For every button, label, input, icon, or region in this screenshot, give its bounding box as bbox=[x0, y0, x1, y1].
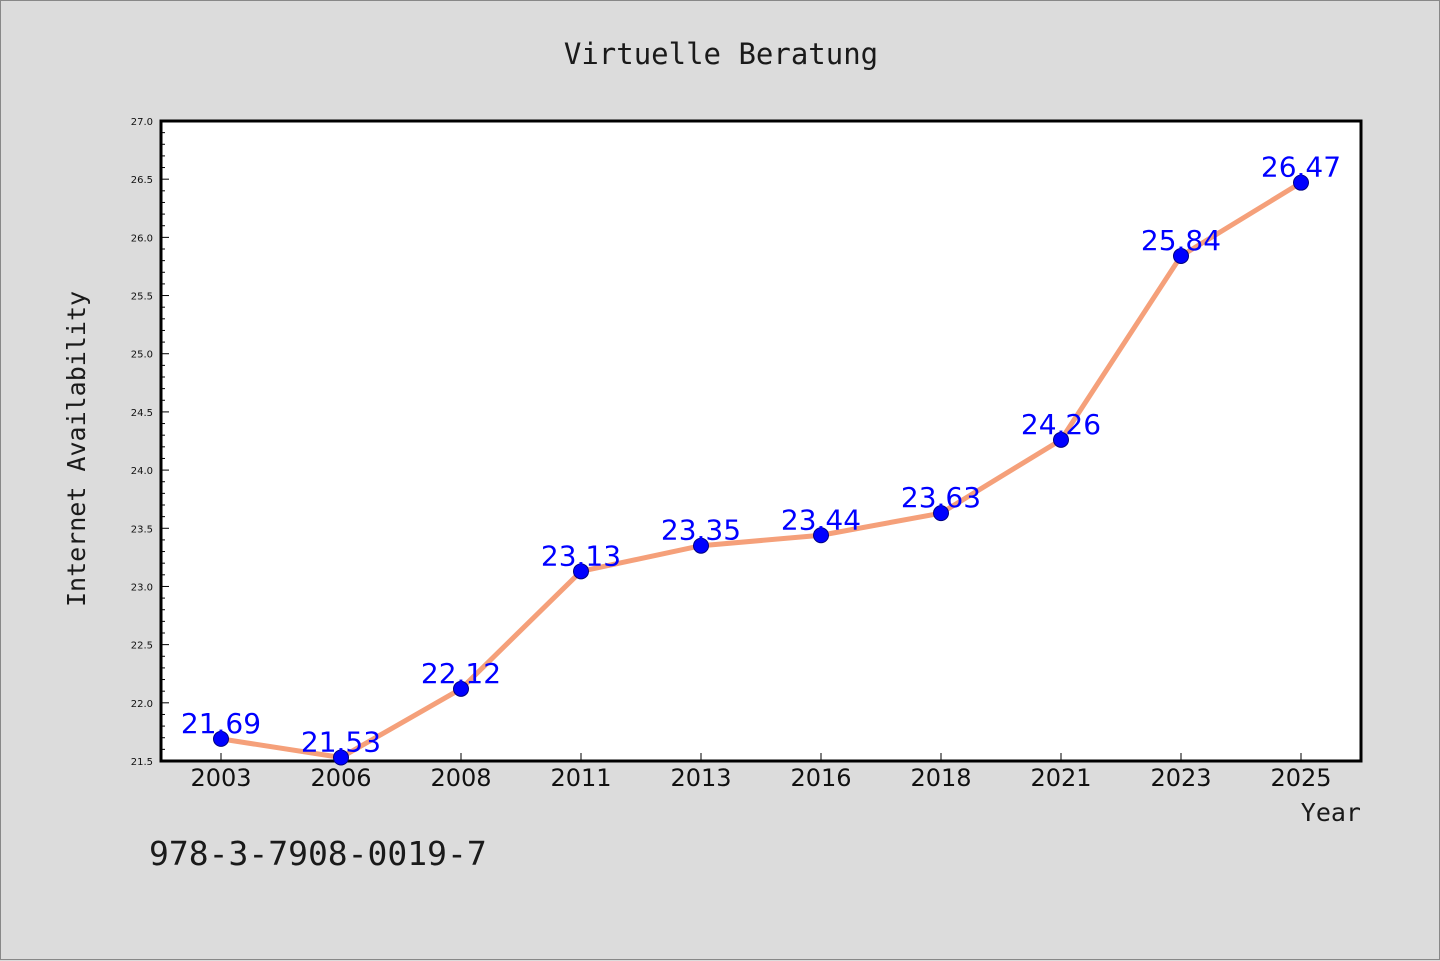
data-label: 22.12 bbox=[421, 657, 501, 690]
y-tick-label: 23.0 bbox=[131, 582, 153, 593]
data-label: 21.53 bbox=[301, 726, 381, 759]
data-label: 23.63 bbox=[901, 481, 981, 514]
x-tick-label: 2016 bbox=[790, 764, 851, 792]
series-line bbox=[218, 180, 1304, 761]
y-axis-label: Internet Availability bbox=[62, 291, 91, 607]
data-point bbox=[333, 749, 349, 766]
y-tick-label: 24.0 bbox=[131, 466, 153, 477]
x-tick-label: 2003 bbox=[190, 764, 251, 792]
x-tick-label: 2008 bbox=[430, 764, 491, 792]
y-tick-label: 26.0 bbox=[131, 233, 153, 244]
x-tick-label: 2006 bbox=[310, 764, 371, 792]
data-point bbox=[213, 730, 229, 747]
y-tick-label: 27.0 bbox=[131, 117, 153, 128]
isbn-note: 978-3-7908-0019-7 bbox=[149, 834, 487, 873]
x-axis: 2003 2006 2008 2011 2013 2016 2018 2021 2023 2025 bbox=[190, 753, 1332, 792]
x-tick-label: 2021 bbox=[1030, 764, 1091, 792]
data-label: 23.35 bbox=[661, 514, 741, 547]
x-tick-label: 2025 bbox=[1270, 764, 1331, 792]
data-label: 24.26 bbox=[1021, 408, 1101, 441]
data-point bbox=[453, 680, 469, 697]
data-label: 23.13 bbox=[541, 539, 621, 572]
x-axis-label: Year bbox=[1301, 798, 1361, 827]
data-point bbox=[813, 527, 829, 544]
y-tick-label: 24.5 bbox=[131, 408, 153, 419]
data-label: 23.44 bbox=[781, 503, 861, 536]
data-markers bbox=[213, 174, 1309, 766]
data-labels: 21.69 21.53 22.12 23.13 23.35 23.44 23.63 24.26… bbox=[181, 151, 1341, 759]
data-point bbox=[1053, 431, 1069, 448]
y-tick-label: 26.5 bbox=[131, 175, 153, 186]
data-point bbox=[1293, 174, 1309, 191]
y-axis: 21.5 22.0 22.5 23.0 23.5 24.0 24.5 25.0 25.5 26.0… bbox=[131, 117, 169, 768]
x-tick-label: 2023 bbox=[1150, 764, 1211, 792]
data-label: 21.69 bbox=[181, 707, 261, 740]
data-point bbox=[1173, 247, 1189, 264]
data-point bbox=[573, 563, 589, 580]
y-tick-label: 21.5 bbox=[131, 757, 153, 768]
x-tick-label: 2013 bbox=[670, 764, 731, 792]
data-label: 26.47 bbox=[1261, 151, 1341, 184]
series-line-group bbox=[218, 180, 1304, 761]
x-tick-label: 2011 bbox=[550, 764, 611, 792]
data-label: 25.84 bbox=[1141, 224, 1221, 257]
y-tick-label: 23.5 bbox=[131, 524, 153, 535]
y-tick-label: 25.0 bbox=[131, 350, 153, 361]
x-tick-label: 2018 bbox=[910, 764, 971, 792]
data-point bbox=[933, 505, 949, 522]
y-tick-label: 25.5 bbox=[131, 292, 153, 303]
data-point bbox=[693, 537, 709, 554]
plot-area bbox=[159, 119, 1363, 763]
y-tick-label: 22.5 bbox=[131, 641, 153, 652]
y-tick-label: 22.0 bbox=[131, 699, 153, 710]
chart-title: Virtuelle Beratung bbox=[564, 37, 878, 71]
